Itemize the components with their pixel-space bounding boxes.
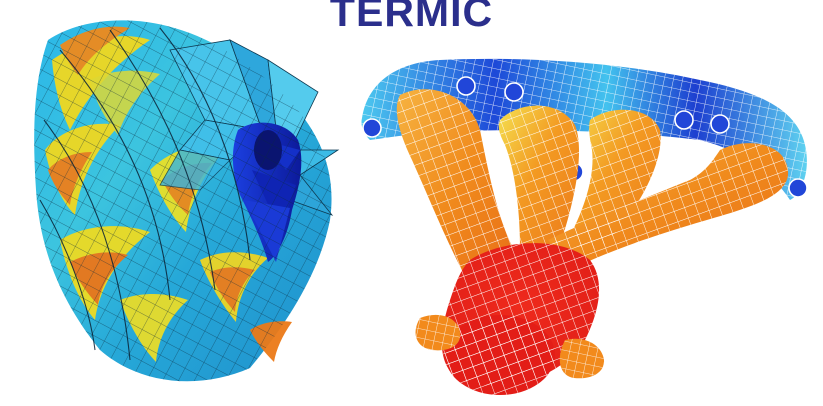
- manifold-collector: [441, 243, 600, 395]
- impeller-figure: [34, 20, 340, 382]
- impeller-mesh: [34, 20, 332, 382]
- manifold-figure: [361, 58, 808, 395]
- manifold-runners: [396, 89, 789, 285]
- slide-title: TERMIC: [329, 0, 494, 35]
- manifold-outlet-flange: [415, 314, 605, 379]
- impeller-blade-edges: [39, 27, 251, 361]
